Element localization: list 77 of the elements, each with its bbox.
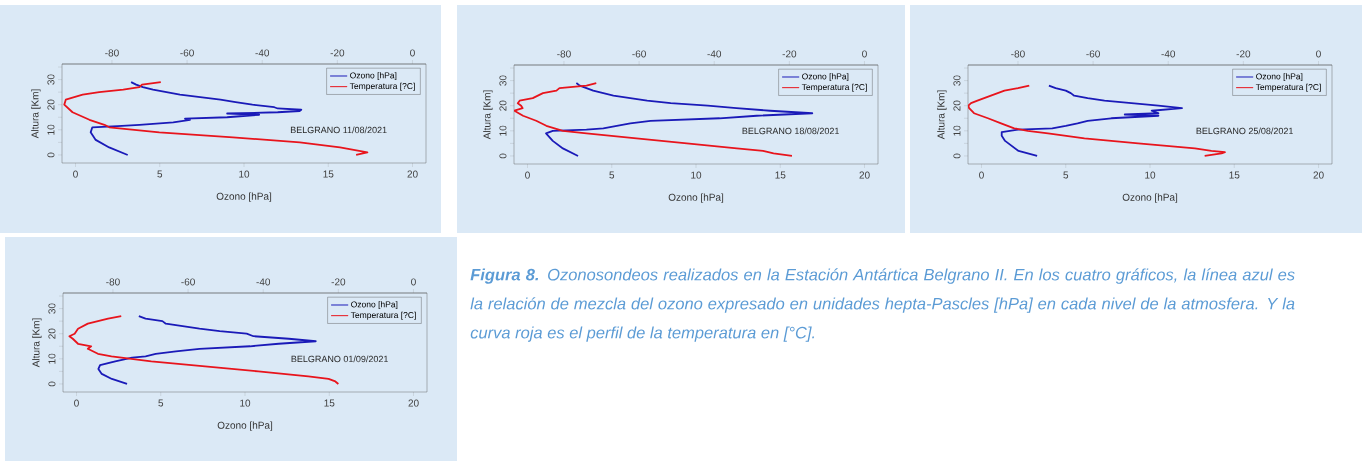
x2-tick-label: 0 <box>1316 50 1321 58</box>
y-tick-label: 30 <box>48 303 56 314</box>
legend-label: Temperatura [?C] <box>350 311 416 320</box>
y-tick-label: 30 <box>47 74 55 85</box>
x-tick-label: 20 <box>1313 171 1324 179</box>
y-axis-title: Altura [Km] <box>31 89 41 139</box>
annotation: BELGRANO 11/08/2021 <box>290 126 387 134</box>
x-tick-label: 0 <box>73 170 78 178</box>
x-tick-label: 15 <box>775 171 786 179</box>
x-tick-label: 5 <box>609 171 615 179</box>
x-tick-label: 15 <box>324 399 335 407</box>
x-axis-title: Ozono [hPa] <box>1122 193 1178 203</box>
y-axis-title: Altura [Km] <box>937 90 947 140</box>
x-tick-label: 15 <box>1229 171 1240 179</box>
legend-label: Temperatura [?C] <box>801 83 867 92</box>
y-tick-label: 20 <box>953 100 961 111</box>
x2-tick-label: 0 <box>862 50 867 58</box>
legend-label: Ozono [hPa] <box>802 73 849 82</box>
annotation: BELGRANO 18/08/2021 <box>742 127 839 135</box>
x-tick-label: 10 <box>240 399 251 407</box>
x2-tick-label: -60 <box>181 278 195 286</box>
x-tick-label: 20 <box>408 399 419 407</box>
x-tick-label: 5 <box>157 170 163 178</box>
annotation: BELGRANO 01/09/2021 <box>291 355 388 363</box>
x-axis-title: Ozono [hPa] <box>668 193 724 203</box>
legend-label: Ozono [hPa] <box>350 72 397 81</box>
x2-tick-label: -60 <box>632 50 646 58</box>
y-tick-label: 10 <box>47 124 55 135</box>
annotation: BELGRANO 25/08/2021 <box>1196 127 1293 135</box>
x-tick-label: 15 <box>323 170 334 178</box>
y-tick-label: 20 <box>48 328 56 339</box>
x2-tick-label: -40 <box>707 50 722 58</box>
legend-label: Temperatura [?C] <box>1255 83 1321 92</box>
y-tick-label: 20 <box>47 99 55 110</box>
y-tick-label: 10 <box>499 125 507 136</box>
x2-tick-label: 0 <box>410 49 415 57</box>
x2-tick-label: -40 <box>255 49 270 57</box>
x-tick-label: 10 <box>239 170 250 178</box>
x-tick-label: 20 <box>859 171 870 179</box>
x-tick-label: 5 <box>1063 171 1069 179</box>
y-tick-label: 0 <box>47 152 55 158</box>
x-axis-title: Ozono [hPa] <box>216 192 272 202</box>
x2-tick-label: -80 <box>557 50 571 58</box>
x2-tick-label: -60 <box>180 49 194 57</box>
x2-tick-label: -80 <box>105 49 119 57</box>
x-tick-label: 5 <box>158 399 164 407</box>
x2-tick-label: -80 <box>106 278 120 286</box>
y-tick-label: 0 <box>953 153 961 159</box>
text: Figura 8. Ozonosondeos realizados en la Estación Antártica Belgrano II. En los cuatro gráficos, la línea azul es la relación de mezcla del ozono expresado en unidades hepta-Pascles [hPa] en cada nivel de la atmosfera. Y la curva roja es el perfil de la temperatura en [°C]. <box>470 268 1295 342</box>
y-tick-label: 10 <box>48 353 56 364</box>
y-axis-title: Altura [Km] <box>32 318 42 368</box>
x2-tick-label: -20 <box>330 49 345 57</box>
y-tick-label: 30 <box>499 75 507 86</box>
y-tick-label: 0 <box>499 153 507 159</box>
x2-tick-label: -60 <box>1086 50 1100 58</box>
y-tick-label: 0 <box>48 381 56 387</box>
legend-label: Ozono [hPa] <box>1256 73 1303 82</box>
legend-label: Ozono [hPa] <box>351 301 398 310</box>
y-tick-label: 20 <box>499 100 507 111</box>
x2-tick-label: -20 <box>331 278 346 286</box>
x-tick-label: 0 <box>979 171 984 179</box>
x-tick-label: 10 <box>691 171 702 179</box>
y-tick-label: 10 <box>953 125 961 136</box>
x2-tick-label: -20 <box>782 50 797 58</box>
x-tick-label: 10 <box>1145 171 1156 179</box>
y-tick-label: 30 <box>953 75 961 86</box>
x2-tick-label: -40 <box>256 278 271 286</box>
y-axis-title: Altura [Km] <box>483 90 493 140</box>
x-tick-label: 20 <box>407 170 418 178</box>
x-axis-title: Ozono [hPa] <box>217 421 273 431</box>
x2-tick-label: -40 <box>1161 50 1176 58</box>
x-tick-label: 0 <box>525 171 530 179</box>
legend-label: Temperatura [?C] <box>349 82 415 91</box>
x-tick-label: 0 <box>74 399 79 407</box>
x2-tick-label: 0 <box>411 278 416 286</box>
x2-tick-label: -20 <box>1236 50 1251 58</box>
x2-tick-label: -80 <box>1011 50 1025 58</box>
